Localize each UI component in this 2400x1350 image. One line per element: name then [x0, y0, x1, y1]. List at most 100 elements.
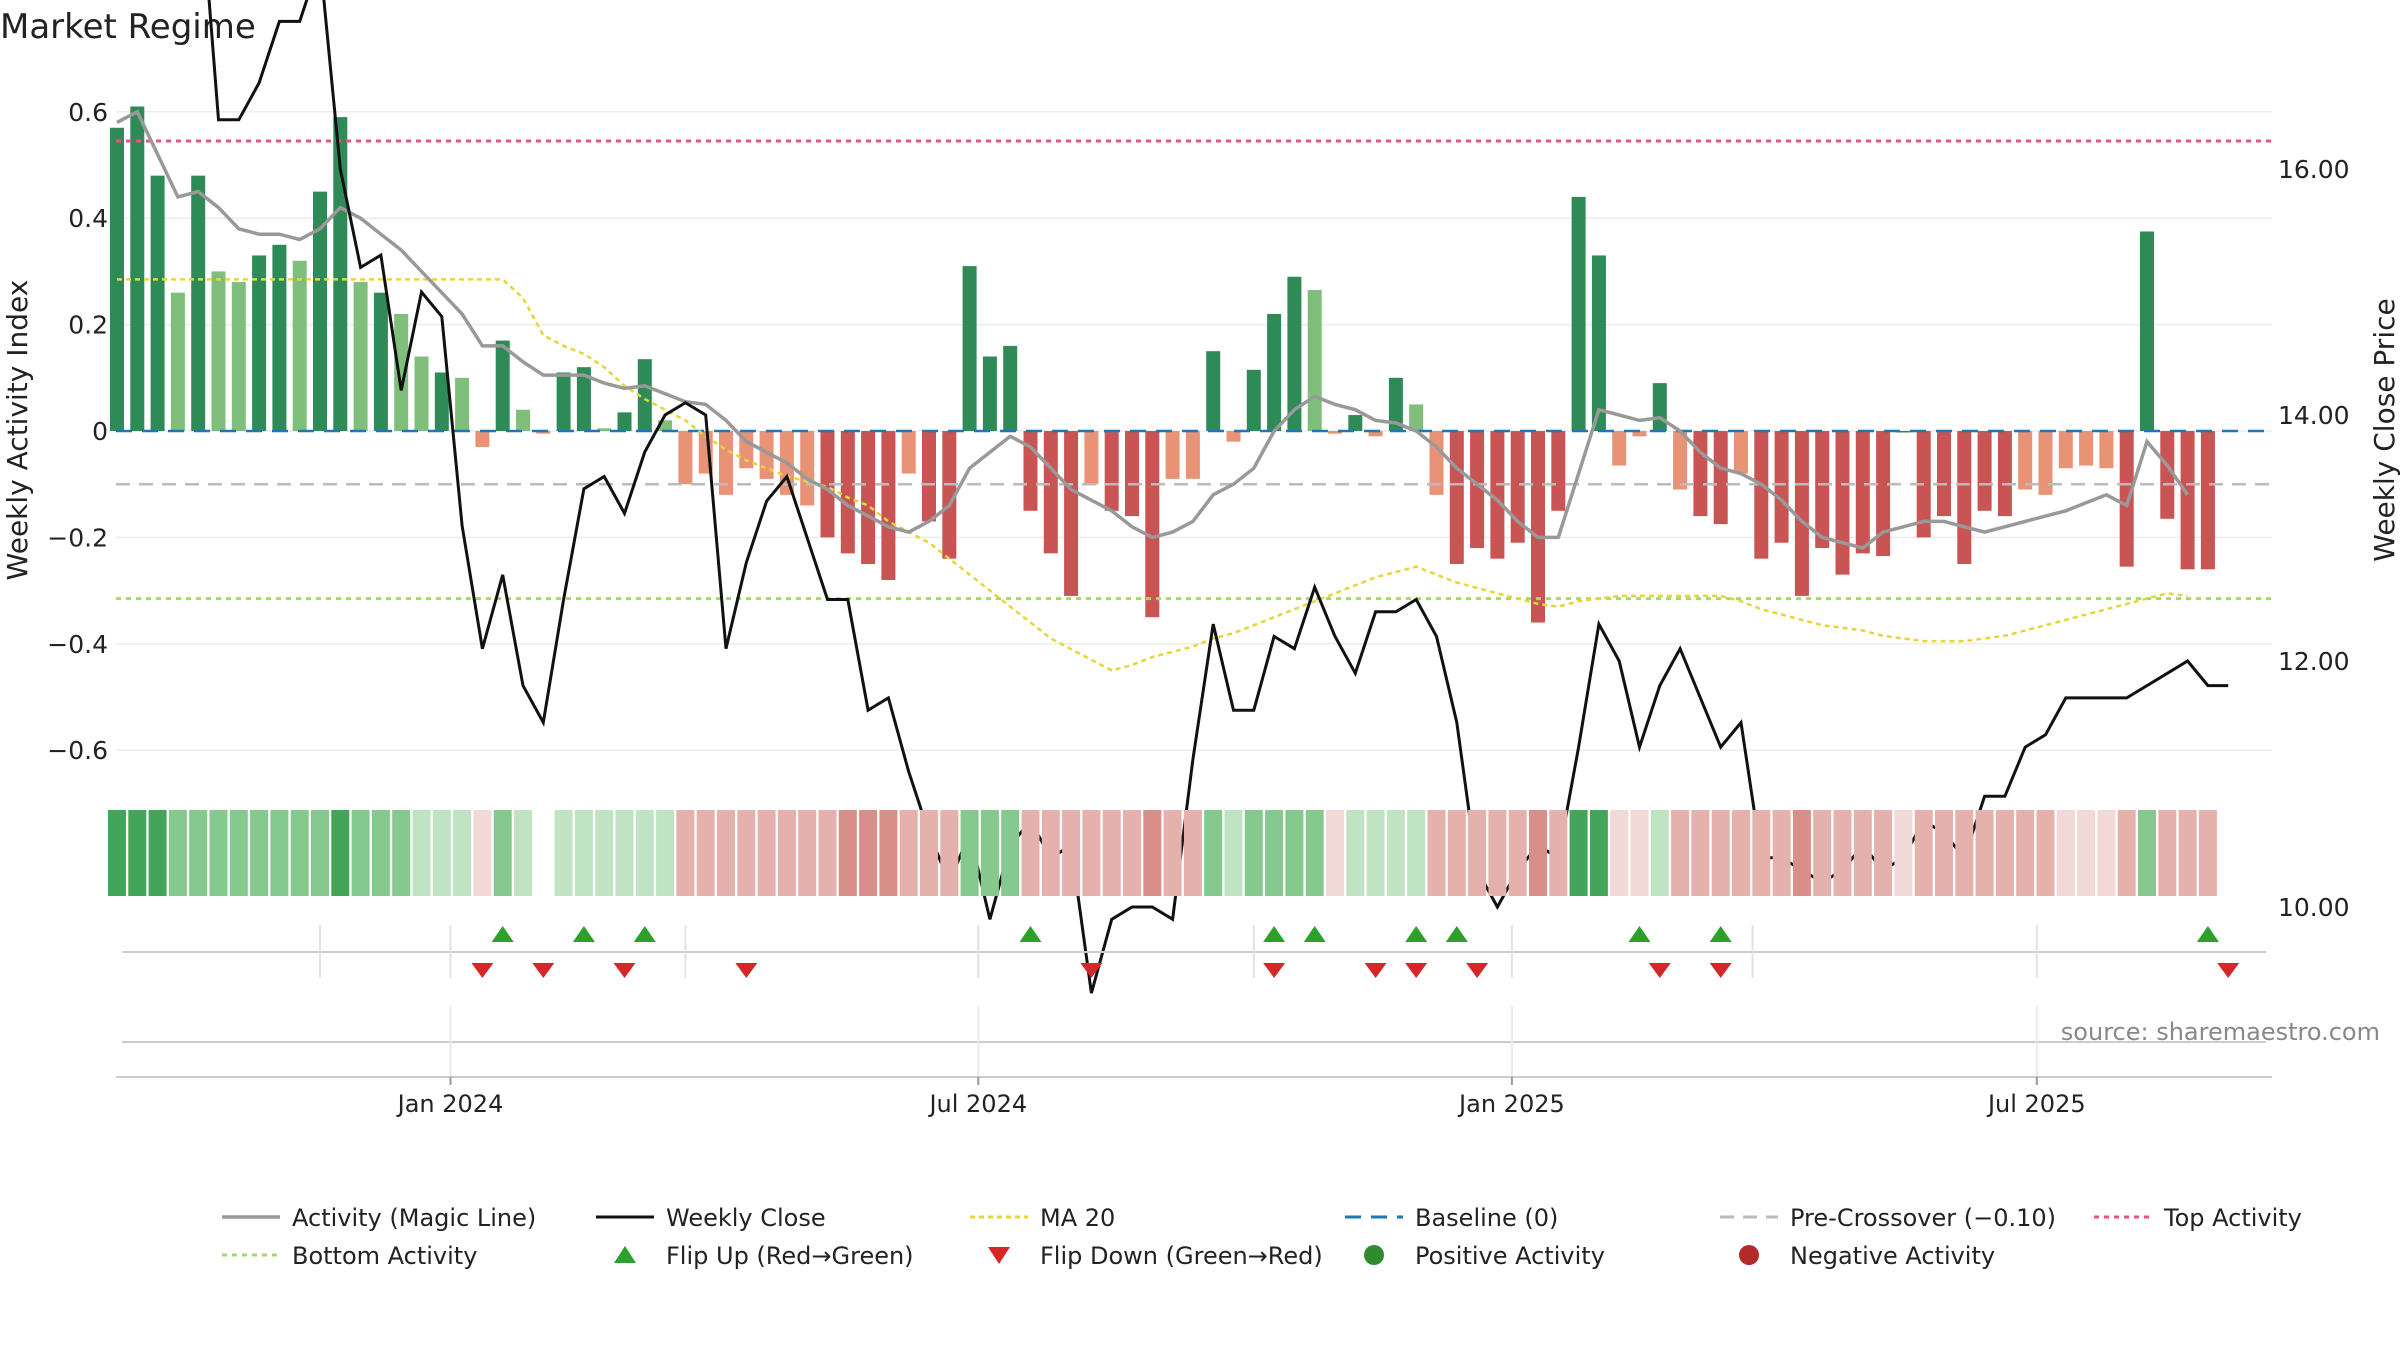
regime-cell [1244, 810, 1263, 896]
activity-bar [1754, 431, 1769, 559]
activity-bar [1673, 431, 1688, 490]
regime-cell [554, 810, 573, 896]
activity-bar [2180, 431, 2195, 570]
activity-bar [1896, 431, 1911, 433]
regime-cell [1569, 810, 1588, 896]
regime-cell [2138, 810, 2156, 896]
right-axis-label: Weekly Close Price [2368, 298, 2400, 561]
regime-cell [980, 810, 999, 896]
activity-bar [1693, 431, 1708, 517]
activity-bar [2018, 431, 2033, 490]
x-axis: Jan 2024 Jul 2024 Jan 2025 Jul 2025 [116, 1076, 2272, 1118]
regime-cell [1671, 810, 1690, 896]
regime-cell [1447, 810, 1466, 896]
flip-up-marker [1628, 926, 1651, 942]
regime-cell [1589, 810, 1608, 896]
activity-bar [1997, 431, 2012, 517]
regime-cell [1752, 810, 1771, 896]
left-axis: 0.6 0.4 0.2 0 −0.2 −0.4 −0.6 [47, 98, 108, 765]
regime-cell [1326, 810, 1344, 896]
flip-down-marker [471, 963, 494, 978]
activity-bar [901, 431, 916, 474]
regime-cell [1427, 810, 1446, 896]
right-tick-label: 14.00 [2278, 401, 2350, 430]
activity-bar [1307, 290, 1322, 431]
legend-negative-label: Negative Activity [1790, 1242, 1995, 1270]
regime-cell [1630, 810, 1649, 896]
flip-down-marker [613, 963, 636, 978]
regime-cell [534, 810, 553, 896]
regime-cell [737, 810, 756, 896]
activity-bar [1652, 383, 1667, 431]
activity-bar [1977, 431, 1992, 511]
regime-cell [940, 810, 959, 896]
activity-bar [1104, 431, 1119, 511]
regime-cell [493, 810, 512, 896]
regime-cell [1082, 810, 1101, 896]
activity-bar [861, 431, 876, 564]
regime-cell [1386, 810, 1405, 896]
regime-cell [1914, 810, 1933, 896]
activity-bar [495, 340, 510, 431]
activity-bar [1145, 431, 1160, 618]
activity-bar [1287, 276, 1302, 431]
right-tick-label: 12.00 [2278, 647, 2350, 676]
activity-bar [211, 271, 226, 431]
legend-top-activity-label: Top Activity [2163, 1204, 2302, 1232]
activity-bar [1246, 369, 1261, 431]
activity-bar [1328, 431, 1342, 434]
regime-cell [2198, 810, 2217, 896]
activity-bar [1348, 415, 1363, 431]
chart-title: Market Regime [0, 7, 256, 47]
regime-cell [108, 810, 126, 896]
regime-cell [351, 810, 370, 896]
regime-cell [1549, 810, 1568, 896]
regime-cell [331, 810, 350, 896]
activity-bar [1957, 431, 1972, 564]
regime-cell [2056, 810, 2075, 896]
activity-bar [1531, 431, 1545, 623]
regime-cell [1062, 810, 1081, 896]
flip-down-marker [1709, 963, 1732, 978]
left-tick-label: −0.2 [47, 523, 108, 552]
regime-cell [2036, 810, 2055, 896]
activity-bars [110, 106, 2215, 623]
regime-cell [209, 810, 228, 896]
regime-cell [1204, 810, 1223, 896]
activity-bar [840, 431, 855, 554]
activity-bar [1794, 431, 1809, 596]
regime-cell [453, 810, 472, 896]
activity-bar [1713, 431, 1728, 525]
regime-cell [595, 810, 614, 896]
regime-cell [432, 810, 451, 896]
flip-up-marker [1405, 926, 1428, 942]
flip-up-marker [491, 926, 514, 942]
activity-bar [1815, 431, 1830, 549]
regime-cell [1874, 810, 1893, 896]
activity-bar [1064, 431, 1079, 596]
activity-bar [1449, 431, 1464, 564]
regime-cell [1813, 810, 1832, 896]
activity-bar [2119, 431, 2134, 567]
activity-bar [231, 282, 246, 431]
activity-bar [1734, 431, 1748, 474]
regime-cell [250, 810, 269, 896]
activity-bar [1368, 431, 1383, 437]
activity-bar [1388, 377, 1403, 431]
activity-bar [394, 313, 409, 431]
activity-bar [1003, 345, 1018, 431]
activity-bar [373, 292, 388, 431]
regime-cell [798, 810, 817, 896]
right-tick-label: 10.00 [2278, 893, 2350, 922]
activity-bar [1510, 431, 1525, 543]
activity-bar [1937, 431, 1951, 517]
activity-bar [1551, 431, 1566, 511]
regime-cell [2077, 810, 2096, 896]
regime-cell [1366, 810, 1385, 896]
regime-cell [1711, 810, 1730, 896]
activity-bar [1125, 431, 1139, 517]
flip-up-marker [1709, 926, 1732, 942]
activity-bar [2200, 431, 2215, 570]
